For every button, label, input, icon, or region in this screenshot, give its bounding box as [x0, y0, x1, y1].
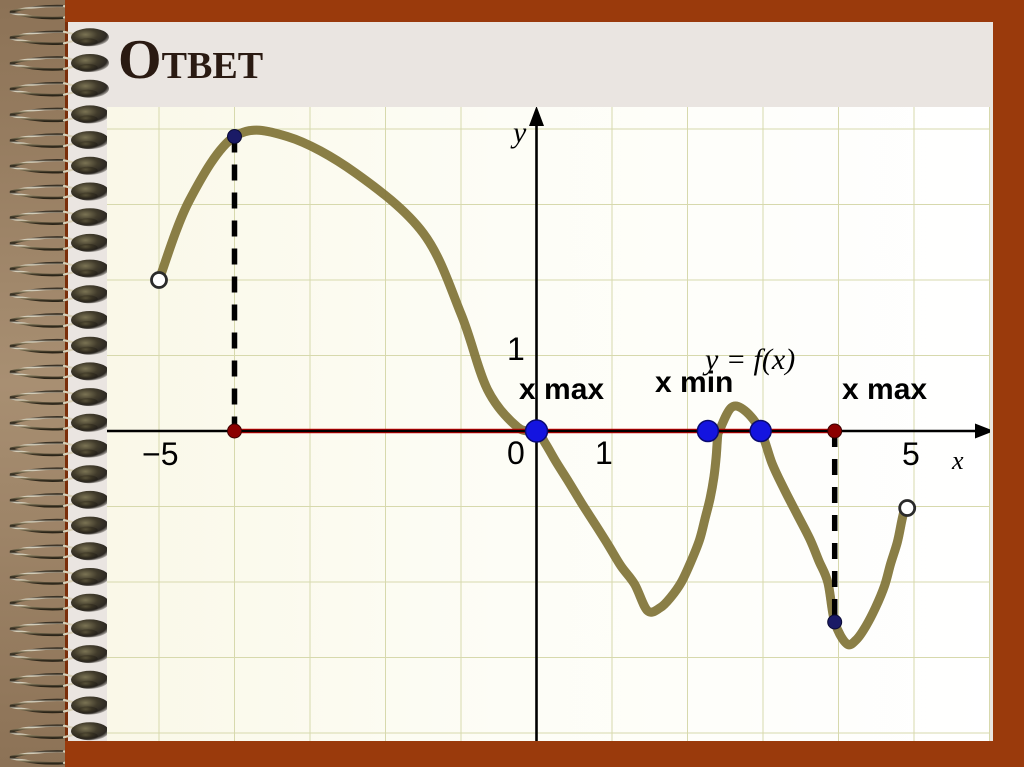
svg-text:−5: −5 [142, 436, 178, 472]
svg-text:x max: x max [519, 373, 604, 406]
svg-text:1: 1 [507, 331, 525, 367]
svg-text:0: 0 [507, 435, 525, 471]
svg-text:5: 5 [902, 436, 920, 472]
svg-text:x: x [951, 446, 964, 475]
svg-text:x max: x max [842, 373, 927, 406]
svg-text:y: y [510, 116, 527, 149]
svg-text:y = f(x): y = f(x) [702, 343, 795, 376]
svg-text:1: 1 [595, 435, 613, 471]
